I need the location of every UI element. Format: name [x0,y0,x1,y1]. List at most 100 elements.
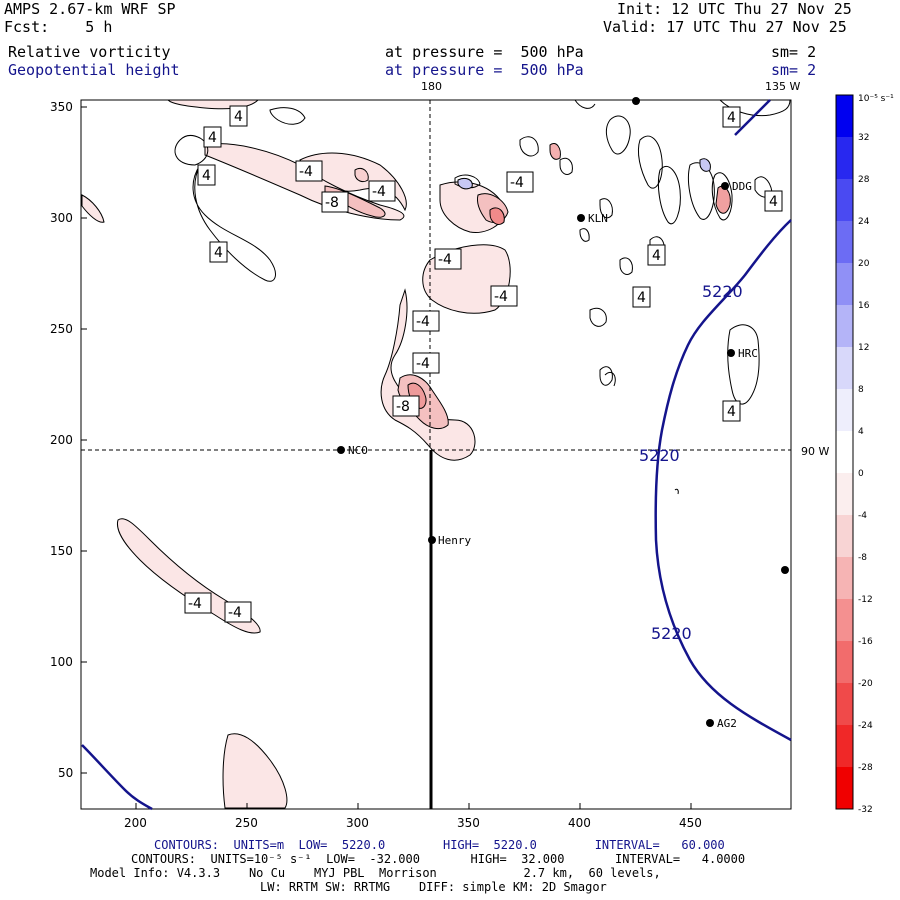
station-ll-dot [632,97,640,105]
vort-label: 4 [632,286,651,308]
vort-label: 4 [647,244,666,266]
vort-label: -4 [184,592,212,614]
svg-text:4: 4 [727,404,736,420]
lon-135w-label: 135 W [765,80,800,93]
colorbar-label: -32 [858,805,873,815]
vort-label: -4 [224,601,252,623]
colorbar-frame [835,94,854,810]
axis-ticks [81,106,692,809]
svg-text:-4: -4 [510,175,524,191]
colorbar-label: 28 [858,175,870,185]
footer-height-contours: CONTOURS: UNITS=m LOW= 5220.0 HIGH= 5220… [154,838,725,852]
svg-text:4: 4 [208,130,217,146]
colorbar-label: -28 [858,763,873,773]
x-tick-label: 400 [568,816,591,830]
x-tick-label: 450 [679,816,702,830]
colorbar-unit: 10⁻⁵ s⁻¹ [858,94,894,104]
x-tick-label: 350 [457,816,480,830]
vort-label: 4 [722,400,741,422]
longitude-labels: 180 135 W 90 W [421,80,829,458]
y-tick-label: 150 [50,544,73,558]
colorbar-label: 4 [858,427,864,437]
vort-label: -4 [368,180,396,202]
vort-label: 4 [229,105,248,127]
svg-text:4: 4 [234,109,243,125]
colorbar-swatch [836,641,853,683]
colorbar-label: 32 [858,133,869,143]
station-ddg-label: DDG [732,180,752,193]
vort-label: 4 [209,241,228,263]
vorticity-positive-contours [174,99,791,405]
y-tick-label: 100 [50,655,73,669]
y-tick-label: 300 [50,211,73,225]
vort-label: -4 [412,310,440,332]
contour-positive-small [174,135,209,166]
vort-label: -4 [412,352,440,374]
vort-region-south [222,733,288,809]
vort-region-edge [81,194,105,223]
vort-region-southwest [116,518,261,634]
init-time: Init: 12 UTC Thu 27 Nov 25 [617,0,852,18]
svg-text:-4: -4 [494,289,508,305]
station-nco-dot [337,446,345,454]
colorbar-swatch [836,515,853,557]
colorbar-label: -12 [858,595,873,605]
y-tick-label: 200 [50,433,73,447]
footer-model-info: Model Info: V4.3.3 No Cu MYJ PBL Morriso… [90,866,661,880]
vort-label: 4 [203,126,222,148]
vort-label: -4 [295,160,323,182]
height-labels: 5220 5220 5220 [639,282,743,643]
lon-180-label: 180 [421,80,442,93]
svg-text:-4: -4 [438,252,452,268]
height-contour-east [654,219,792,742]
plot-frame [80,99,792,810]
colorbar-swatch [836,431,853,473]
svg-text:-4: -4 [416,356,430,372]
svg-text:-4: -4 [299,164,313,180]
lon-90w-label: 90 W [801,445,829,458]
reference-lines [81,100,791,809]
colorbar-swatch [836,599,853,641]
x-tick-label: 200 [124,816,147,830]
colorbar-swatch [836,347,853,389]
contour-positive-dot [589,307,607,327]
height-contour-northeast [734,99,771,136]
colorbar-swatch [836,263,853,305]
station-ag2-label: AG2 [717,717,737,730]
colorbar-label: -4 [858,511,867,521]
colorbar-label: 0 [858,469,864,479]
svg-text:4: 4 [637,290,646,306]
colorbar-label: 16 [858,301,870,311]
convective-shading [354,143,731,225]
station-nco-label: NCO [348,444,368,457]
colorbar-label: 24 [858,217,870,227]
svg-text:4: 4 [769,194,778,210]
colorbar-label: 20 [858,259,870,269]
geopotential-contours [81,99,792,811]
svg-text:-4: -4 [372,184,386,200]
colorbar-swatch [836,767,853,809]
vort-label: -4 [434,248,462,270]
vort-label: -4 [490,285,518,307]
colorbar-swatch [836,179,853,221]
vort-region-trough [380,288,476,461]
station-east-dot [781,566,789,574]
field2-name: Geopotential height [8,61,180,79]
axis-tick-labels: 200 250 300 350 400 450 50 100 150 200 2… [50,100,702,830]
field2-smoothing: sm= 2 [771,61,817,79]
colorbar-label: -20 [858,679,873,689]
svg-text:4: 4 [652,248,661,264]
vort-label: 4 [197,164,216,186]
colorbar-swatch [836,683,853,725]
y-tick-label: 350 [50,100,73,114]
station-henry-label: Henry [438,534,471,547]
colorbar-label: 12 [858,343,869,353]
contour-positive-dot2 [599,366,613,386]
colorbar-swatch [836,725,853,767]
svg-text:-8: -8 [396,399,410,415]
station-henry-dot [428,536,436,544]
contour-positive-top [269,107,306,125]
y-tick-label: 50 [58,766,73,780]
colorbar-label: 8 [858,385,864,395]
colorbar-label: -8 [858,553,867,563]
